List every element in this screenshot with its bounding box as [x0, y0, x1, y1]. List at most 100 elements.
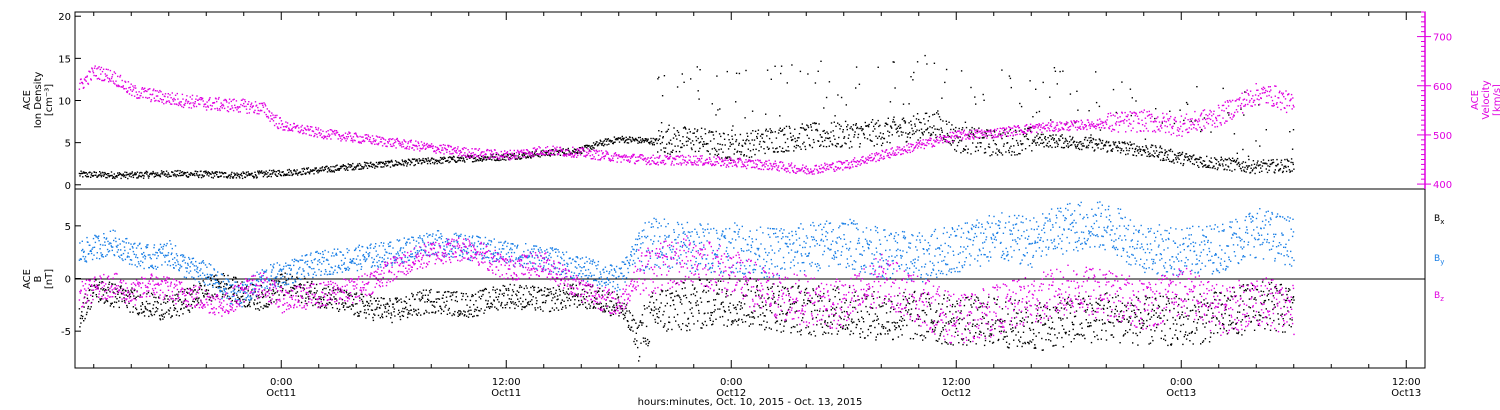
data-point	[154, 301, 156, 303]
data-point	[1131, 143, 1133, 145]
data-point	[834, 144, 837, 147]
data-point	[301, 168, 303, 170]
data-point	[357, 165, 360, 167]
data-point	[742, 165, 744, 168]
data-point	[329, 170, 331, 173]
data-point	[387, 164, 389, 167]
data-point	[718, 156, 720, 158]
data-point	[94, 286, 97, 288]
data-point	[714, 153, 716, 156]
data-point	[222, 273, 225, 275]
data-point	[770, 130, 772, 132]
data-point	[670, 151, 672, 153]
data-point	[974, 136, 976, 138]
data-point	[1235, 161, 1237, 163]
data-point	[1222, 87, 1224, 90]
data-point	[154, 175, 157, 177]
data-point	[258, 173, 260, 175]
data-point	[180, 301, 183, 303]
data-point	[1120, 120, 1122, 122]
data-point	[478, 156, 480, 159]
data-point	[1101, 122, 1103, 124]
data-point	[1062, 137, 1064, 139]
data-point	[119, 296, 121, 299]
data-point	[1069, 144, 1072, 146]
data-point	[623, 159, 625, 161]
data-point	[187, 101, 190, 103]
data-point	[226, 101, 228, 103]
data-point	[135, 87, 137, 89]
data-point	[438, 160, 440, 163]
data-point	[114, 72, 117, 75]
data-point	[236, 106, 239, 108]
data-point	[880, 144, 883, 147]
data-point	[677, 145, 679, 147]
data-point	[345, 136, 348, 138]
data-point	[571, 153, 573, 156]
data-point	[150, 313, 152, 315]
data-point	[770, 78, 772, 80]
data-point	[112, 176, 114, 178]
data-point	[639, 141, 641, 144]
data-point	[803, 128, 806, 130]
data-point	[178, 172, 181, 175]
data-point	[1278, 97, 1280, 99]
data-point	[195, 170, 197, 173]
data-point	[966, 152, 969, 154]
data-point	[789, 171, 791, 174]
data-point	[915, 118, 918, 120]
data-point	[593, 147, 595, 149]
data-point	[870, 160, 872, 162]
data-point	[1154, 145, 1157, 147]
data-point	[788, 165, 790, 167]
data-point	[922, 134, 924, 136]
data-point	[319, 167, 321, 169]
data-point	[795, 167, 798, 170]
data-point	[1029, 130, 1032, 132]
data-point	[980, 132, 982, 134]
data-point	[410, 160, 412, 162]
data-point	[832, 130, 834, 132]
data-point	[1039, 136, 1041, 139]
data-point	[241, 104, 244, 107]
data-point	[1125, 153, 1127, 156]
data-point	[776, 169, 779, 171]
data-point	[950, 128, 952, 131]
data-point	[1150, 146, 1152, 148]
data-point	[645, 138, 648, 140]
data-point	[1105, 141, 1107, 144]
data-point	[641, 158, 644, 161]
data-point	[1200, 130, 1202, 133]
data-point	[1221, 158, 1223, 160]
data-point	[1285, 166, 1287, 169]
data-point	[867, 124, 869, 127]
data-point	[934, 128, 936, 130]
data-point	[467, 149, 469, 151]
data-point	[110, 80, 112, 82]
data-point	[1275, 103, 1278, 105]
data-point	[255, 175, 257, 177]
data-point	[491, 154, 493, 156]
data-point	[88, 299, 90, 302]
data-point	[534, 150, 536, 153]
data-point	[606, 144, 608, 146]
data-point	[191, 293, 193, 295]
data-point	[140, 171, 142, 174]
data-point	[1158, 121, 1161, 123]
data-point	[1144, 117, 1147, 119]
data-point	[349, 132, 351, 134]
data-point	[131, 90, 133, 92]
data-point	[523, 151, 526, 154]
data-point	[376, 136, 379, 138]
data-point	[601, 144, 603, 146]
data-point	[186, 102, 189, 104]
data-point	[488, 157, 490, 159]
data-point	[523, 149, 525, 151]
data-point	[238, 175, 240, 178]
data-point	[1011, 127, 1014, 129]
data-point	[558, 150, 560, 153]
data-point	[194, 174, 196, 177]
data-point	[150, 311, 152, 313]
density-tick-label: 20	[58, 12, 71, 23]
data-point	[1218, 114, 1221, 117]
